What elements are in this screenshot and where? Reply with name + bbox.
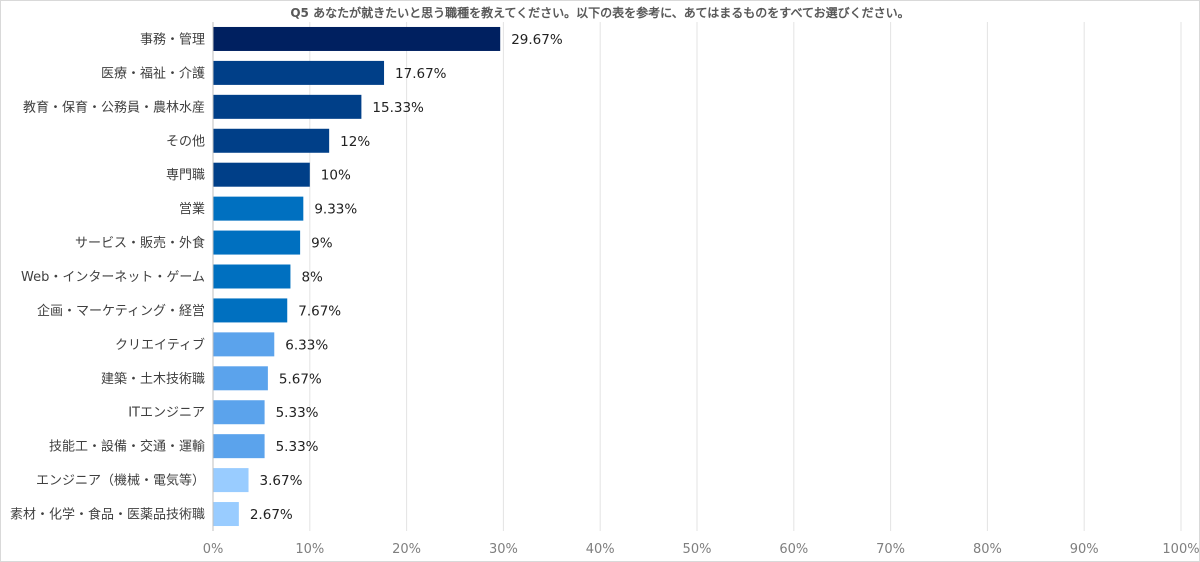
x-tick-label: 40% bbox=[586, 542, 615, 557]
category-label: 技能工・設備・交通・運輸 bbox=[49, 439, 205, 455]
value-label: 5.67% bbox=[279, 371, 322, 387]
category-label: エンジニア（機械・電気等） bbox=[36, 473, 205, 489]
x-tick-label: 50% bbox=[683, 542, 712, 557]
category-label: 営業 bbox=[179, 201, 205, 217]
value-label: 8% bbox=[301, 270, 323, 286]
category-label: 建築・土木技術職 bbox=[101, 372, 205, 387]
x-tick-label: 70% bbox=[876, 542, 905, 557]
value-label: 10% bbox=[321, 168, 351, 184]
x-tick-label: 100% bbox=[1162, 542, 1199, 557]
bars bbox=[213, 26, 501, 527]
category-label: 専門職 bbox=[166, 168, 205, 183]
bar bbox=[213, 434, 265, 459]
value-label: 29.67% bbox=[511, 32, 563, 48]
x-tick-label: 30% bbox=[489, 542, 518, 557]
gridlines bbox=[212, 22, 1182, 531]
value-label: 7.67% bbox=[298, 303, 341, 319]
category-label: 企画・マーケティング・経営 bbox=[37, 303, 205, 319]
value-label: 5.33% bbox=[276, 439, 319, 455]
value-label: 2.67% bbox=[250, 507, 293, 523]
bar bbox=[213, 366, 268, 391]
value-label: 3.67% bbox=[260, 473, 303, 489]
category-label: 素材・化学・食品・医薬品技術職 bbox=[10, 507, 205, 523]
bar bbox=[213, 298, 288, 323]
bar bbox=[213, 400, 265, 425]
category-labels: 事務・管理医療・福祉・介護教育・保育・公務員・農林水産その他専門職営業サービス・… bbox=[10, 32, 205, 522]
category-label: ITエンジニア bbox=[128, 406, 205, 421]
bar bbox=[213, 264, 291, 289]
bar bbox=[213, 468, 249, 493]
bar bbox=[213, 60, 385, 85]
value-label: 5.33% bbox=[276, 405, 319, 421]
bar bbox=[213, 162, 310, 187]
value-label: 12% bbox=[340, 134, 370, 150]
bar bbox=[213, 196, 304, 221]
value-label: 15.33% bbox=[372, 100, 424, 116]
x-tick-label: 60% bbox=[779, 542, 808, 557]
value-label: 6.33% bbox=[285, 337, 328, 353]
category-label: 事務・管理 bbox=[140, 32, 205, 47]
value-label: 17.67% bbox=[395, 66, 447, 82]
category-label: クリエイティブ bbox=[115, 337, 205, 353]
bar bbox=[213, 332, 275, 357]
category-label: サービス・販売・外食 bbox=[75, 235, 205, 251]
x-tick-label: 10% bbox=[295, 542, 324, 557]
bar bbox=[213, 128, 330, 153]
bar bbox=[213, 502, 239, 527]
x-tick-labels: 0% 10% 20% 30% 40% 50% 60% 70% 80% 90% 100% bbox=[203, 542, 1199, 557]
bar bbox=[213, 230, 301, 255]
x-tick-label: 80% bbox=[973, 542, 1002, 557]
category-label: 教育・保育・公務員・農林水産 bbox=[23, 99, 205, 115]
category-label: その他 bbox=[166, 134, 205, 149]
chart-title: Q5 あなたが就きたいと思う職種を教えてください。以下の表を参考に、あてはまるも… bbox=[290, 6, 910, 20]
bar bbox=[213, 94, 362, 119]
value-label: 9.33% bbox=[314, 202, 357, 218]
category-label: 医療・福祉・介護 bbox=[101, 65, 205, 81]
value-labels: 29.67% 17.67% 15.33% 12% 10% 9.33% 9% 8% 7.67% 6.… bbox=[250, 32, 563, 523]
x-tick-label: 0% bbox=[203, 542, 224, 557]
x-tick-label: 20% bbox=[392, 542, 421, 557]
value-label: 9% bbox=[311, 236, 333, 252]
x-tick-label: 90% bbox=[1070, 542, 1099, 557]
bar bbox=[213, 26, 501, 51]
category-label: Web・インターネット・ゲーム bbox=[21, 270, 205, 285]
